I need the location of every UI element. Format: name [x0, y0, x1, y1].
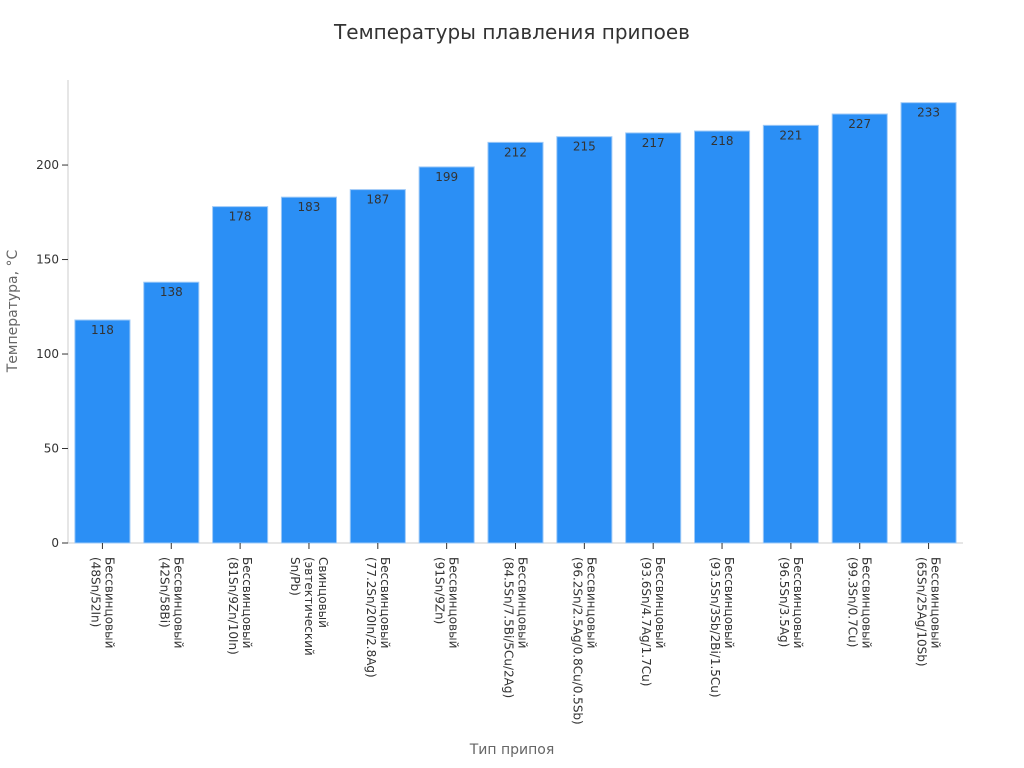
x-tick-label-line: (96.2Sn/2.5Ag/0.8Cu/0.5Sb) — [570, 557, 584, 725]
x-tick-label-line: (81Sn/9Zn/10In) — [226, 557, 240, 655]
bar-value-label: 233 — [917, 106, 940, 120]
x-tick-label: Бессвинцовый(81Sn/9Zn/10In) — [226, 557, 254, 655]
x-tick-label-line: (77.2Sn/20In/2.8Ag) — [364, 557, 378, 678]
bar — [143, 281, 200, 544]
x-tick-label-line: Sn/Pb) — [288, 557, 302, 596]
x-tick-label-line: Бессвинцовый — [860, 557, 874, 648]
bar — [418, 166, 475, 544]
bar — [349, 189, 406, 544]
x-tick-label: Бессвинцовый(93.6Sn/4.7Ag/1.7Cu) — [639, 557, 667, 686]
y-tick-label: 200 — [36, 158, 59, 172]
x-tick-label: Бессвинцовый(93.5Sn/3Sb/2Bi/1.5Cu) — [708, 557, 736, 698]
bar-value-label: 178 — [229, 210, 252, 224]
x-tick-label-line: Бессвинцовый — [447, 557, 461, 648]
bar-value-label: 212 — [504, 145, 527, 159]
bar-value-label: 183 — [298, 200, 321, 214]
x-tick-label: Бессвинцовый(96.2Sn/2.5Ag/0.8Cu/0.5Sb) — [570, 557, 598, 725]
bar-value-label: 199 — [435, 170, 458, 184]
x-tick-label-line: (эвтектический — [302, 557, 316, 656]
y-tick-label: 0 — [51, 536, 59, 550]
x-tick-label-line: Бессвинцовый — [102, 557, 116, 648]
y-tick-label: 100 — [36, 347, 59, 361]
x-tick-label-line: Бессвинцовый — [584, 557, 598, 648]
x-tick-label-line: (93.5Sn/3Sb/2Bi/1.5Cu) — [708, 557, 722, 698]
x-tick-label: Бессвинцовый(91Sn/9Zn) — [433, 557, 461, 648]
bar — [556, 136, 613, 544]
bar-value-label: 217 — [642, 136, 665, 150]
bar — [694, 130, 751, 544]
x-tick-label-line: Бессвинцовый — [791, 557, 805, 648]
y-tick-label: 150 — [36, 253, 59, 267]
x-tick-label-line: Бессвинцовый — [929, 557, 943, 648]
bar-value-label: 187 — [366, 193, 389, 207]
x-tick-label: Бессвинцовый(48Sn/52In) — [88, 557, 116, 648]
x-tick-label-line: Бессвинцовый — [653, 557, 667, 648]
bar-value-label: 215 — [573, 140, 596, 154]
x-tick-label: Бессвинцовый(77.2Sn/20In/2.8Ag) — [364, 557, 392, 678]
bar-value-label: 138 — [160, 285, 183, 299]
bar — [831, 113, 888, 544]
x-tick-label-line: (96.5Sn/3.5Ag) — [777, 557, 791, 647]
x-tick-label-line: (99.3Sn/0.7Cu) — [846, 557, 860, 647]
bar-value-label: 221 — [779, 128, 802, 142]
x-tick-label-line: (93.6Sn/4.7Ag/1.7Cu) — [639, 557, 653, 686]
x-tick-label-line: (91Sn/9Zn) — [433, 557, 447, 624]
x-tick-label-line: Бессвинцовый — [378, 557, 392, 648]
bar-value-label: 118 — [91, 323, 114, 337]
x-tick-label-line: Свинцовый — [316, 557, 330, 628]
bar — [900, 102, 957, 544]
y-tick-label: 50 — [44, 442, 59, 456]
bar — [74, 319, 131, 544]
x-tick-label: Бессвинцовый(65Sn/25Ag/10Sb) — [915, 557, 943, 667]
x-tick-label-line: (48Sn/52In) — [88, 557, 102, 627]
x-tick-label: Бессвинцовый(99.3Sn/0.7Cu) — [846, 557, 874, 648]
bar — [280, 196, 337, 544]
chart-title: Температуры плавления припоев — [334, 20, 690, 44]
bar — [487, 141, 544, 544]
x-tick-label: Бессвинцовый(96.5Sn/3.5Ag) — [777, 557, 805, 648]
bar-value-label: 218 — [711, 134, 734, 148]
x-tick-label-line: Бессвинцовый — [240, 557, 254, 648]
x-tick-label: Бессвинцовый(84.5Sn/7.5Bi/5Cu/2Ag) — [502, 557, 530, 698]
x-axis-label: Тип припоя — [469, 742, 555, 758]
bar — [762, 124, 819, 544]
bar — [625, 132, 682, 544]
x-tick-label-line: (42Sn/58Bi) — [157, 557, 171, 628]
x-tick-label-line: (65Sn/25Ag/10Sb) — [915, 557, 929, 667]
bar-value-label: 227 — [848, 117, 871, 131]
x-tick-label: Бессвинцовый(42Sn/58Bi) — [157, 557, 185, 648]
x-tick-label-line: (84.5Sn/7.5Bi/5Cu/2Ag) — [502, 557, 516, 698]
x-tick-label-line: Бессвинцовый — [516, 557, 530, 648]
x-tick-label-line: Бессвинцовый — [171, 557, 185, 648]
bar — [212, 206, 269, 544]
x-tick-label-line: Бессвинцовый — [722, 557, 736, 648]
